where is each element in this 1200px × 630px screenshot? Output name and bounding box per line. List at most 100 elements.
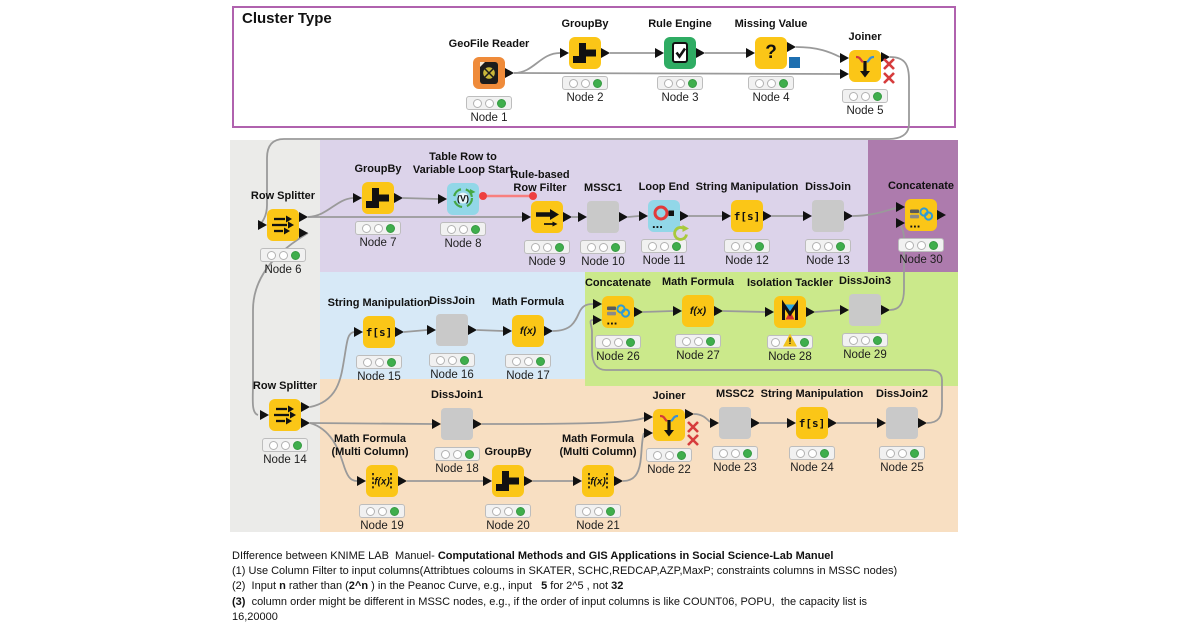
input-port-icon[interactable] <box>896 202 905 212</box>
input-port-icon[interactable] <box>357 476 366 486</box>
mathformula-icon[interactable]: f(x) <box>512 315 544 347</box>
joiner-icon[interactable] <box>653 409 685 441</box>
joiner-icon[interactable] <box>849 50 881 82</box>
mathmc-icon[interactable]: f(x) <box>582 465 614 497</box>
output-port-icon[interactable] <box>828 418 837 428</box>
output-port-icon[interactable] <box>544 326 553 336</box>
rowfilter-icon[interactable] <box>531 201 563 233</box>
input-port-icon[interactable] <box>655 48 664 58</box>
missing-icon[interactable]: ? <box>755 37 787 69</box>
warning-triangle-icon: ! <box>783 333 797 347</box>
node-number-label: Node 14 <box>263 454 307 466</box>
output-port-icon[interactable] <box>505 68 514 78</box>
input-port-icon[interactable] <box>673 306 682 316</box>
node-number-label: Node 7 <box>359 237 397 249</box>
groupby-icon[interactable] <box>492 465 524 497</box>
input-port-icon[interactable] <box>578 212 587 222</box>
input-port-icon[interactable] <box>765 307 774 317</box>
mathformula-icon[interactable]: f(x) <box>682 295 714 327</box>
status-dot-executed <box>909 448 919 458</box>
plain-icon[interactable] <box>849 294 881 326</box>
plain-icon[interactable] <box>441 408 473 440</box>
input-port-icon[interactable] <box>803 211 812 221</box>
input-port-icon[interactable] <box>896 218 905 228</box>
input-port-icon[interactable] <box>840 69 849 79</box>
input-port-icon[interactable] <box>560 48 569 58</box>
output-port-icon[interactable] <box>563 212 572 222</box>
output-port-icon[interactable] <box>299 228 308 238</box>
output-port-icon[interactable] <box>601 48 610 58</box>
input-port-icon[interactable] <box>354 327 363 337</box>
output-port-icon[interactable] <box>398 476 407 486</box>
output-port-icon[interactable] <box>937 210 946 220</box>
concat-icon[interactable]: ... <box>905 199 937 231</box>
output-port-icon[interactable] <box>881 52 890 62</box>
mathmc-icon[interactable]: f(x) <box>366 465 398 497</box>
input-port-icon[interactable] <box>427 325 436 335</box>
input-port-icon[interactable] <box>840 305 849 315</box>
output-port-icon[interactable] <box>634 307 643 317</box>
input-port-icon[interactable] <box>258 220 267 230</box>
input-port-icon[interactable] <box>746 48 755 58</box>
input-port-icon[interactable] <box>840 53 849 63</box>
plain-icon[interactable] <box>812 200 844 232</box>
input-port-icon[interactable] <box>639 211 648 221</box>
input-port-icon[interactable] <box>522 212 531 222</box>
output-port-icon[interactable] <box>714 306 723 316</box>
rowsplitter-icon[interactable] <box>267 209 299 241</box>
input-port-icon[interactable] <box>877 418 886 428</box>
output-port-icon[interactable] <box>299 212 308 222</box>
output-port-icon[interactable] <box>619 212 628 222</box>
input-port-icon[interactable] <box>593 315 602 325</box>
output-port-icon[interactable] <box>844 211 853 221</box>
ruleengine-icon[interactable] <box>664 37 696 69</box>
output-port-icon[interactable] <box>881 305 890 315</box>
output-port-icon[interactable] <box>751 418 760 428</box>
isolation-icon[interactable] <box>774 296 806 328</box>
strmanip-icon[interactable]: f[s] <box>731 200 763 232</box>
output-port-icon[interactable] <box>787 42 796 52</box>
input-port-icon[interactable] <box>644 428 653 438</box>
output-port-icon[interactable] <box>918 418 927 428</box>
loopend-icon[interactable]: ... <box>648 200 680 232</box>
input-port-icon[interactable] <box>710 418 719 428</box>
input-port-icon[interactable] <box>353 193 362 203</box>
geofile-icon[interactable] <box>473 57 505 89</box>
output-port-icon[interactable] <box>806 307 815 317</box>
groupby-icon[interactable] <box>569 37 601 69</box>
output-port-icon[interactable] <box>395 327 404 337</box>
rowsplitter-icon[interactable] <box>269 399 301 431</box>
output-port-icon[interactable] <box>614 476 623 486</box>
concat-icon[interactable]: ... <box>602 296 634 328</box>
input-port-icon[interactable] <box>432 419 441 429</box>
t2v-icon[interactable]: (V) <box>447 183 479 215</box>
plain-icon[interactable] <box>719 407 751 439</box>
output-port-icon[interactable] <box>696 48 705 58</box>
input-port-icon[interactable] <box>573 476 582 486</box>
output-port-icon[interactable] <box>680 211 689 221</box>
groupby-icon[interactable] <box>362 182 394 214</box>
plain-icon[interactable] <box>436 314 468 346</box>
output-port-icon[interactable] <box>473 419 482 429</box>
strmanip-icon[interactable]: f[s] <box>796 407 828 439</box>
output-port-icon[interactable] <box>524 476 533 486</box>
output-port-icon[interactable] <box>301 418 310 428</box>
input-port-icon[interactable] <box>503 326 512 336</box>
input-port-icon[interactable] <box>260 410 269 420</box>
node-number-label: Node 28 <box>768 351 812 363</box>
status-traffic-light <box>712 446 758 460</box>
input-port-icon[interactable] <box>483 476 492 486</box>
input-port-icon[interactable] <box>644 412 653 422</box>
plain-icon[interactable] <box>587 201 619 233</box>
output-port-icon[interactable] <box>301 402 310 412</box>
plain-icon[interactable] <box>886 407 918 439</box>
input-port-icon[interactable] <box>438 194 447 204</box>
output-port-icon[interactable] <box>763 211 772 221</box>
output-port-icon[interactable] <box>468 325 477 335</box>
input-port-icon[interactable] <box>787 418 796 428</box>
strmanip-icon[interactable]: f[s] <box>363 316 395 348</box>
output-port-icon[interactable] <box>685 409 694 419</box>
output-port-icon[interactable] <box>394 193 403 203</box>
input-port-icon[interactable] <box>593 299 602 309</box>
input-port-icon[interactable] <box>722 211 731 221</box>
